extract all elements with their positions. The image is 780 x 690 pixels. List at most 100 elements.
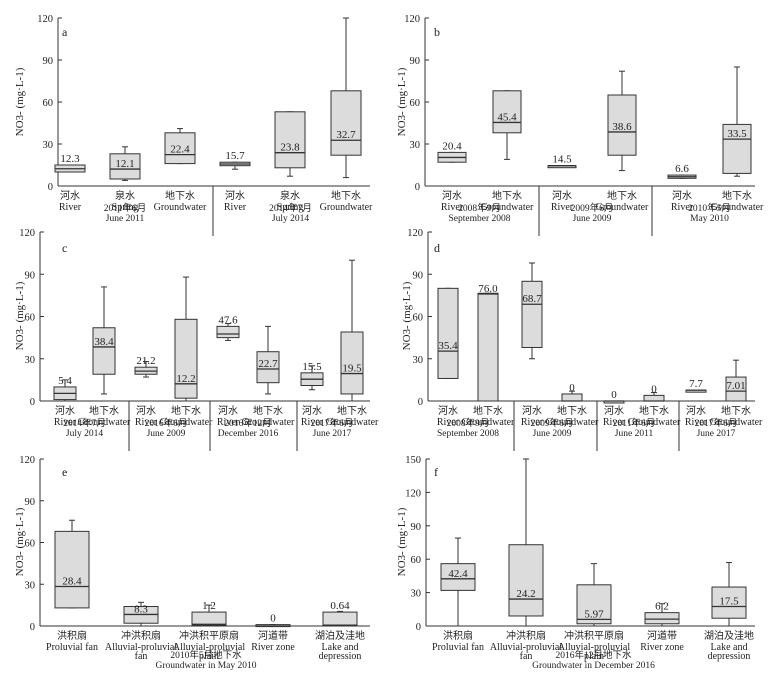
category-label-zh: 地下水 [89,404,119,417]
box-body [521,280,543,348]
box-2: 45.4 [492,90,522,160]
group-label-zh: 2017年6月 [311,417,354,429]
group-label-en: Groundwater in December 2016 [532,661,655,671]
category-label-en: Groundwater [160,417,213,428]
category-label-en: Alluvial-proluvial [490,642,562,653]
category-label-zh: 地下水 [331,189,361,202]
median-value-label: 5.97 [584,608,604,620]
category-label-zh: 地下水 [607,189,637,202]
group-label-en: June 2011 [106,214,145,224]
y-tick-label: 30 [410,140,421,151]
category-label-zh: 洪积扇 [443,629,473,642]
panel-letter: b [434,25,440,39]
group-label-en: June 2011 [615,429,654,439]
y-tick-label: 90 [410,56,421,67]
y-tick-label: 120 [404,14,420,25]
category-label-zh: 冲洪积平原扇 [564,629,624,642]
y-tick-label: 30 [411,589,422,600]
category-label-zh: 河水 [672,190,692,202]
box-4: 15.7 [219,150,251,170]
box-6: 0 [643,383,665,402]
group-label-zh: 2008年9月 [447,417,490,429]
category-label-zh: 冲洪积扇 [121,629,161,642]
median-value-label: 0 [569,382,575,394]
category-label-zh: 泉水 [280,189,300,202]
box-body [644,612,680,625]
box-2: 38.4 [92,286,116,395]
category-label-en: Groundwater [154,202,207,213]
y-axis-label: NO3- (mg·L-1) [14,507,26,576]
category-label-en: Proluvial fan [432,642,484,653]
box-6: 33.5 [722,66,752,177]
box-body [477,292,499,402]
median-value-label: 7.01 [726,380,745,392]
box-5: 0.64 [322,600,358,627]
category-label-en: Lake and [322,642,359,653]
group-label-zh: 2008年9月 [458,202,501,214]
box-body [216,325,240,339]
category-label-en: Proluvial fan [46,642,98,653]
y-tick-label: 0 [30,622,35,633]
box-4: 38.6 [607,70,637,172]
group-label-zh: 2014年7月 [63,417,106,429]
y-tick-label: 90 [25,270,36,281]
group-label-en: December 2016 [218,429,279,439]
box-3: 22.4 [164,128,196,165]
category-label-en: River [217,417,240,428]
y-tick-label: 120 [407,228,423,239]
box-body [322,611,358,627]
category-label-en: Groundwater [242,417,295,428]
box-2: 12.1 [109,146,141,181]
median-value-label: 15.5 [302,361,322,373]
box-3: 21.2 [134,355,158,378]
category-label-zh: 河道带 [647,629,677,642]
group-label-zh: 2016年6月 [145,417,188,429]
category-label-en: Groundwater [710,417,763,428]
panel-c: 0 30 60 90 120 c NO3- (mg·L-1) 5.4 38.4 21.2 12.2 4… [14,228,379,451]
box-3: 1.2 [191,600,227,627]
y-tick-label: 90 [43,56,54,67]
y-axis-label: NO3- (mg·L-1) [14,281,26,350]
y-tick-label: 60 [25,539,36,550]
median-value-label: 22.7 [258,358,278,370]
median-value-label: 38.4 [94,336,114,348]
category-label-en: River [441,202,464,213]
box-body [174,318,198,399]
box-7: 15.5 [300,361,324,391]
box-1: 35.4 [437,287,459,379]
median-value-label: 0.64 [330,600,350,612]
category-label-zh: 地下水 [165,189,195,202]
box-body [437,287,459,379]
category-label-zh: 河水 [302,405,322,417]
category-label-en: Groundwater [462,417,515,428]
box-body [722,123,752,174]
box-body [54,530,90,609]
category-label-zh: 泉水 [115,189,135,202]
box-body [711,586,747,619]
group-label-en: May 2010 [690,214,729,224]
y-axis-label: NO3- (mg·L-1) [396,67,408,136]
box-body [561,393,583,402]
category-label-zh: 地下水 [473,404,503,417]
median-value-label: 21.2 [136,355,155,367]
category-label-zh: 冲洪积平原扇 [179,629,239,642]
box-5: 6.6 [667,163,697,179]
category-label-zh: 河水 [136,405,156,417]
category-label-zh: 河水 [225,190,245,202]
category-label-en-line2: depression [319,651,362,662]
y-tick-label: 120 [405,488,421,499]
median-value-label: 20.4 [442,140,462,152]
box-1: 20.4 [437,140,467,163]
box-5: 17.5 [711,562,747,627]
y-tick-label: 60 [43,98,54,109]
box-6: 22.7 [256,325,280,395]
panel-f: 0 30 60 90 120 150 f NO3- (mg·L-1) 42.4 24.2 5.97 6… [396,455,755,671]
category-label-en: River [671,202,694,213]
y-tick-label: 60 [410,98,421,109]
y-axis-label: NO3- (mg·L-1) [396,507,408,576]
box-body [330,90,362,156]
median-value-label: 1.2 [202,600,216,612]
group-label-en: June 2009 [147,429,186,439]
category-label-en: River [551,202,574,213]
y-tick-label: 150 [405,455,421,466]
